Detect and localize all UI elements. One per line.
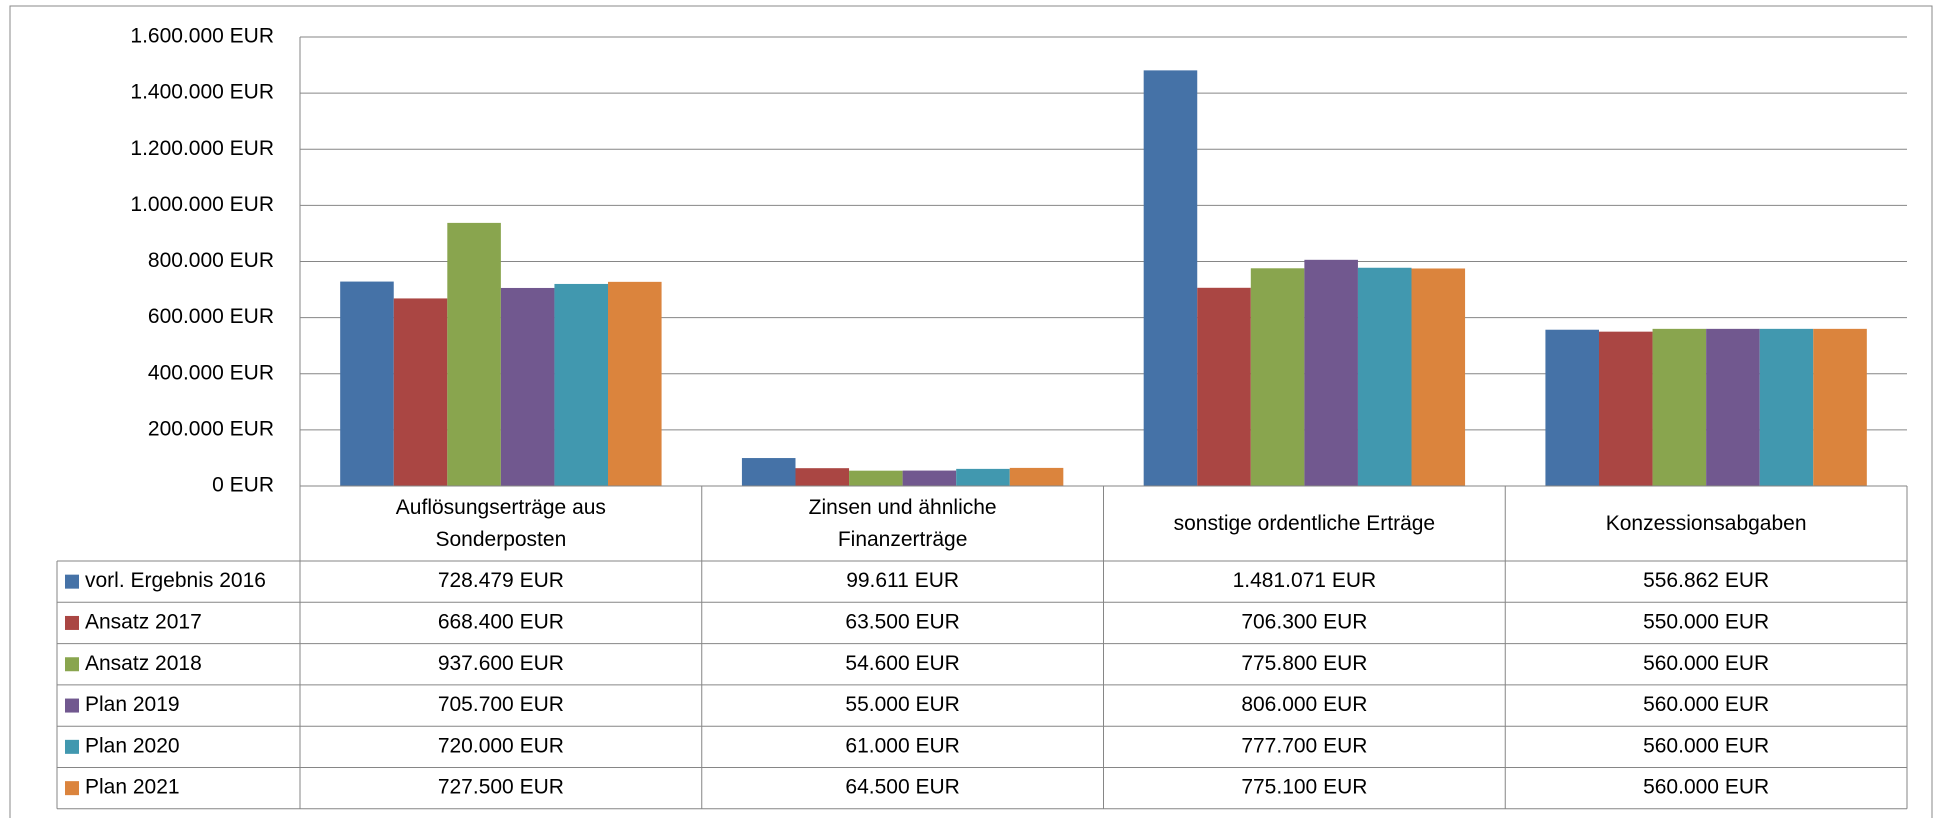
legend-swatch (65, 781, 79, 796)
category-cell: Konzessionsabgaben (1605, 511, 1807, 535)
table-value: 775.100 EUR (1241, 776, 1367, 799)
table-value: 560.000 EUR (1643, 734, 1769, 757)
legend-swatch (65, 698, 79, 713)
table-value: 560.000 EUR (1643, 693, 1769, 716)
table-value: 55.000 EUR (845, 693, 959, 716)
bar (795, 468, 850, 486)
legend-label: Ansatz 2017 (85, 610, 202, 633)
y-tick-label: 400.000 EUR (148, 361, 274, 384)
bar (1813, 328, 1867, 486)
x-tick-label: sonstige ordentliche Erträge (1173, 511, 1436, 535)
chart-frame (9, 5, 1933, 818)
bar (1357, 267, 1412, 486)
category-cell: sonstige ordentliche Erträge (1173, 511, 1436, 535)
bar (1197, 287, 1251, 486)
table-value: 63.500 EUR (845, 610, 959, 633)
bar (902, 470, 957, 486)
x-tick-label: Zinsen und ähnliche Finanzerträge (808, 495, 997, 551)
table-value: 560.000 EUR (1643, 652, 1769, 675)
y-tick-label: 0 EUR (212, 474, 274, 497)
y-tick-label: 1.200.000 EUR (130, 137, 274, 160)
table-value: 777.700 EUR (1241, 734, 1367, 757)
bar (1143, 70, 1198, 486)
table-value: 705.700 EUR (438, 693, 564, 716)
bar (340, 281, 394, 486)
legend-label: Ansatz 2018 (85, 652, 202, 675)
y-tick-label: 1.400.000 EUR (130, 81, 274, 104)
bar (956, 468, 1010, 486)
table-value: 728.479 EUR (438, 569, 564, 592)
table-value: 706.300 EUR (1241, 610, 1367, 633)
bar (1759, 328, 1814, 486)
category-cell: Auflösungserträge aus Sonderposten (395, 495, 606, 551)
legend-label: vorl. Ergebnis 2016 (85, 569, 266, 592)
table-value: 1.481.071 EUR (1233, 569, 1377, 592)
table-value: 668.400 EUR (438, 610, 564, 633)
bar (1009, 467, 1064, 486)
table-value: 550.000 EUR (1643, 610, 1769, 633)
bar (447, 222, 501, 487)
category-cell: Zinsen und ähnliche Finanzerträge (808, 495, 997, 551)
bar (849, 470, 903, 486)
y-tick-label: 1.000.000 EUR (130, 193, 274, 216)
bar (1250, 268, 1305, 486)
table-value: 64.500 EUR (845, 776, 959, 799)
bar (1598, 331, 1653, 486)
table-value: 937.600 EUR (438, 652, 564, 675)
table-value: 720.000 EUR (438, 734, 564, 757)
y-tick-label: 600.000 EUR (148, 305, 274, 328)
y-tick-label: 800.000 EUR (148, 249, 274, 272)
table-value: 727.500 EUR (438, 776, 564, 799)
legend-swatch (65, 574, 79, 589)
table-value: 61.000 EUR (845, 734, 959, 757)
legend-label: Plan 2021 (85, 776, 180, 799)
bar (1304, 259, 1358, 486)
bar (608, 281, 662, 486)
table-value: 560.000 EUR (1643, 776, 1769, 799)
legend-swatch (65, 739, 79, 754)
bar (554, 283, 609, 486)
table-value: 556.862 EUR (1643, 569, 1769, 592)
legend-swatch (65, 657, 79, 672)
legend-label: Plan 2019 (85, 693, 180, 716)
bar (393, 298, 448, 486)
table-value: 806.000 EUR (1241, 693, 1367, 716)
x-tick-label: Konzessionsabgaben (1605, 511, 1807, 535)
legend-label: Plan 2020 (85, 734, 180, 757)
bar (1652, 328, 1707, 486)
legend-swatch (65, 615, 79, 630)
bar (741, 458, 796, 486)
bar (1411, 268, 1466, 486)
y-tick-label: 200.000 EUR (148, 417, 274, 440)
table-value: 54.600 EUR (845, 652, 959, 675)
bar (500, 287, 555, 486)
bar (1706, 328, 1760, 486)
y-tick-label: 1.600.000 EUR (130, 25, 274, 48)
table-value: 775.800 EUR (1241, 652, 1367, 675)
bar (1545, 329, 1599, 486)
table-value: 99.611 EUR (846, 569, 959, 592)
x-tick-label: Auflösungserträge aus Sonderposten (395, 495, 606, 551)
